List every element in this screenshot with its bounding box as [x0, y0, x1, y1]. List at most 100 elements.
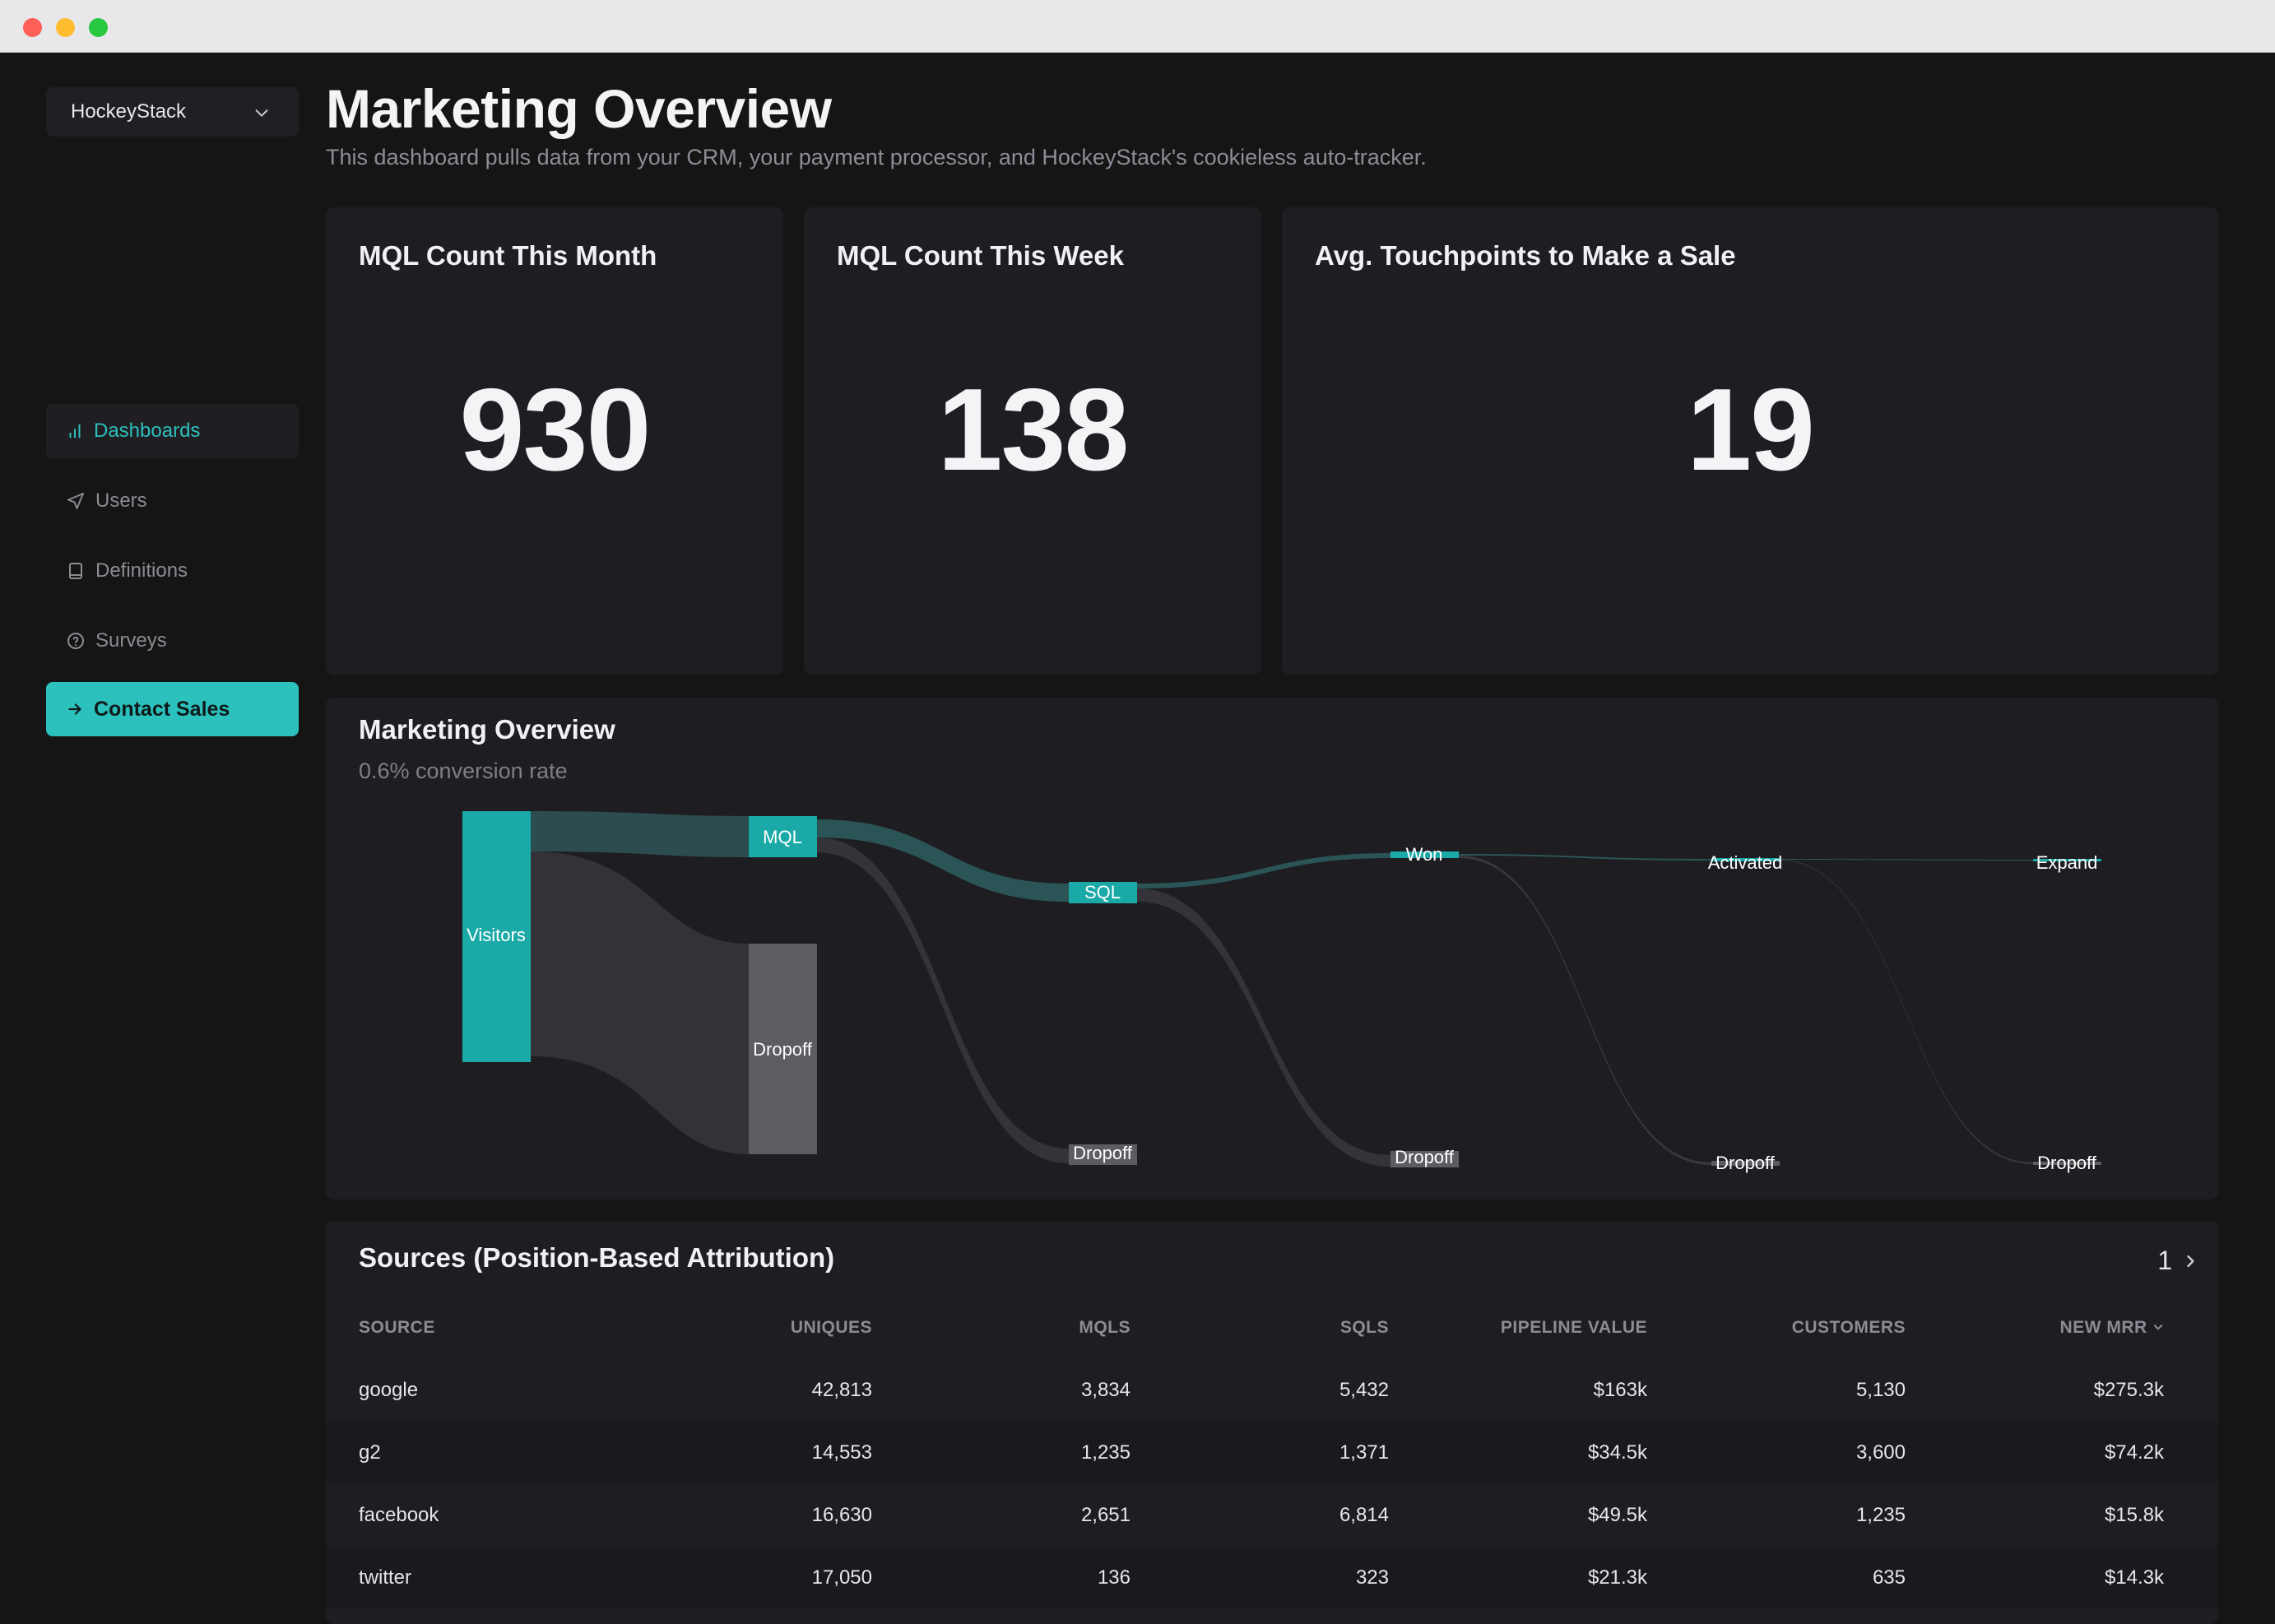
bar-chart-icon — [69, 424, 81, 438]
cell-source: facebook — [359, 1504, 439, 1526]
cell-customers: 635 — [1872, 1566, 1906, 1589]
help-circle-icon — [67, 633, 84, 649]
node-label-mql: MQL — [763, 827, 802, 847]
sankey-title: Marketing Overview — [359, 714, 615, 745]
column-header-new-mrr[interactable]: NEW MRR — [1906, 1318, 2164, 1338]
node-label-won: Won — [1406, 844, 1443, 865]
table-row[interactable]: google 42,813 3,834 5,432 $163k 5,130 $2… — [326, 1359, 2218, 1422]
cell-pipeline-value: $34.5k — [1587, 1441, 1647, 1464]
node-dropoff-3[interactable] — [1391, 1151, 1459, 1167]
sidebar-item-dashboards[interactable]: Dashboards — [46, 404, 299, 458]
column-header-pipeline-value[interactable]: PIPELINE VALUE — [1500, 1318, 1647, 1337]
cell-sqls: 5,432 — [1339, 1379, 1389, 1401]
link-sql-dropoff — [1137, 889, 1391, 1167]
node-mql[interactable] — [749, 816, 817, 857]
kpi-card-mql-month: MQL Count This Month 930 — [326, 207, 783, 675]
sidebar-item-surveys[interactable]: Surveys — [46, 614, 299, 668]
link-activated-expand — [1780, 859, 2033, 861]
node-dropoff-5[interactable] — [2033, 1162, 2101, 1165]
column-header-source[interactable]: SOURCE — [359, 1318, 435, 1337]
node-sql[interactable] — [1069, 882, 1137, 903]
kpi-card-mql-week: MQL Count This Week 138 — [804, 207, 1261, 675]
cell-new-mrr: $14.3k — [2104, 1566, 2164, 1589]
cell-pipeline-value: $163k — [1593, 1379, 1647, 1401]
cell-customers: 1,235 — [1855, 1504, 1906, 1526]
column-header-mqls[interactable]: MQLS — [1079, 1318, 1131, 1337]
cell-pipeline-value: $49.5k — [1587, 1504, 1647, 1526]
node-expand[interactable] — [2033, 859, 2101, 861]
column-header-customers[interactable]: CUSTOMERS — [1791, 1318, 1906, 1337]
node-label-expand: Expand — [2036, 852, 2098, 873]
column-header-sqls[interactable]: SQLS — [1339, 1318, 1389, 1337]
close-window-button[interactable] — [23, 18, 42, 37]
page-title: Marketing Overview — [326, 78, 832, 139]
page-subtitle: This dashboard pulls data from your CRM,… — [326, 145, 1427, 169]
node-dropoff-4[interactable] — [1711, 1161, 1780, 1166]
node-dropoff-1[interactable] — [749, 944, 817, 1154]
node-label-dropoff-4: Dropoff — [1716, 1153, 1776, 1173]
link-mql-dropoff — [817, 838, 1069, 1163]
sources-table-card: Sources (Position-Based Attribution) 1 S… — [326, 1221, 2218, 1624]
cell-mqls: 2,651 — [1080, 1504, 1131, 1526]
node-dropoff-2[interactable] — [1069, 1144, 1137, 1165]
cell-source: google — [359, 1379, 419, 1401]
table-pager: 1 — [2157, 1246, 2198, 1276]
chevron-down-icon — [255, 109, 268, 117]
kpi-title: MQL Count This Week — [837, 240, 1124, 271]
column-header-label: NEW MRR — [2059, 1318, 2147, 1337]
sidebar-item-label: Surveys — [95, 629, 167, 652]
conversion-rate: 0.6% conversion rate — [359, 759, 568, 783]
sidebar-item-definitions[interactable]: Definitions — [46, 544, 299, 598]
cell-customers: 3,600 — [1855, 1441, 1906, 1464]
table-row[interactable]: twitter 17,050 136 323 $21.3k 635 $14.3k — [326, 1547, 2218, 1609]
cell-mqls: 136 — [1097, 1566, 1131, 1589]
kpi-value: 138 — [937, 364, 1130, 495]
book-icon — [69, 563, 82, 579]
column-header-uniques[interactable]: UNIQUES — [790, 1318, 872, 1337]
sidebar-item-users[interactable]: Users — [46, 474, 299, 528]
send-icon — [67, 493, 84, 509]
cell-uniques: 16,630 — [811, 1504, 872, 1526]
minimize-window-button[interactable] — [56, 18, 75, 37]
cell-new-mrr: $15.8k — [2104, 1504, 2164, 1526]
cell-mqls: 3,834 — [1080, 1379, 1131, 1401]
sources-title: Sources (Position-Based Attribution) — [359, 1242, 835, 1273]
cell-new-mrr: $74.2k — [2104, 1441, 2164, 1464]
funnel-sankey-card: Marketing Overview 0.6% conversion rate — [326, 698, 2218, 1199]
sidebar-item-label: Definitions — [95, 559, 188, 582]
table-row[interactable]: g2 14,553 1,235 1,371 $34.5k 3,600 $74.2… — [326, 1422, 2218, 1484]
cell-new-mrr: $275.3k — [2093, 1379, 2164, 1401]
sidebar-item-label: Dashboards — [94, 420, 201, 442]
kpi-title: MQL Count This Month — [359, 240, 657, 271]
cell-uniques: 14,553 — [811, 1441, 872, 1464]
link-activated-dropoff — [1780, 860, 2033, 1164]
link-won-dropoff — [1459, 856, 1711, 1165]
workspace-selector[interactable]: HockeyStack — [46, 87, 299, 137]
node-activated[interactable] — [1711, 858, 1780, 861]
kpi-value: 19 — [1687, 364, 1815, 495]
sankey-diagram: Visitors MQL Dropoff SQL Dropoff Won Dro… — [462, 811, 2101, 1173]
cell-customers: 5,130 — [1855, 1379, 1906, 1401]
node-label-sql: SQL — [1084, 882, 1121, 902]
node-visitors[interactable] — [462, 811, 531, 1062]
kpi-value: 930 — [459, 364, 652, 495]
current-page: 1 — [2157, 1246, 2172, 1275]
workspace-name: HockeyStack — [71, 100, 187, 123]
cell-sqls: 6,814 — [1339, 1504, 1389, 1526]
link-mql-sql — [817, 819, 1069, 902]
table-row[interactable]: facebook 16,630 2,651 6,814 $49.5k 1,235… — [326, 1484, 2218, 1547]
contact-sales-button[interactable]: Contact Sales — [46, 682, 299, 736]
zoom-window-button[interactable] — [89, 18, 108, 37]
cell-uniques: 17,050 — [811, 1566, 872, 1589]
kpi-card-avg-touchpoints: Avg. Touchpoints to Make a Sale 19 — [1282, 207, 2218, 675]
link-sql-won — [1137, 853, 1391, 889]
sidebar-item-label: Users — [95, 490, 147, 512]
node-label-dropoff-1: Dropoff — [753, 1039, 813, 1060]
cell-pipeline-value: $21.3k — [1587, 1566, 1647, 1589]
arrow-right-icon — [68, 703, 81, 715]
node-won[interactable] — [1391, 851, 1459, 858]
node-label-visitors: Visitors — [467, 925, 526, 945]
contact-sales-label: Contact Sales — [94, 697, 230, 721]
cell-sqls: 1,371 — [1339, 1441, 1389, 1464]
chevron-right-icon[interactable] — [2182, 1253, 2198, 1269]
